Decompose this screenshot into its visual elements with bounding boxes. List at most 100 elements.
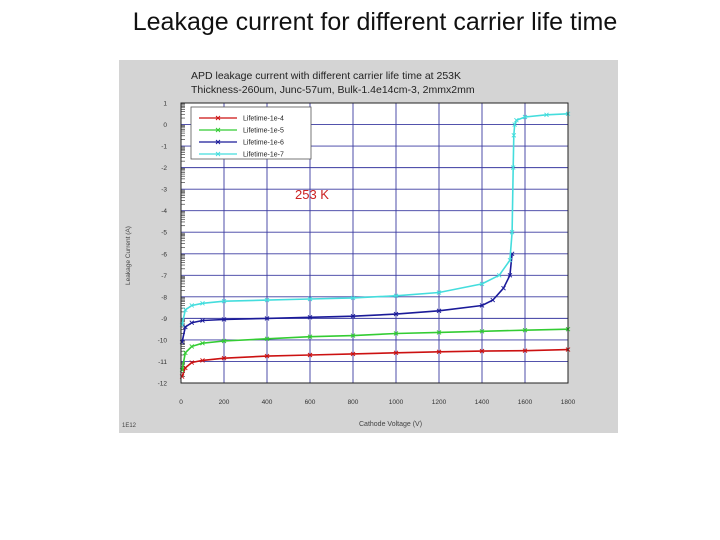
y-tick-label: -5	[161, 230, 167, 237]
data-point	[307, 314, 313, 320]
x-tick-labels: 0 200 400 600 800 1000 1200 1400 1600 1800	[179, 399, 575, 406]
y-tick-label: -7	[161, 273, 167, 280]
x-tick-label: 1000	[389, 399, 404, 406]
data-point	[479, 328, 485, 334]
legend-marker	[215, 127, 221, 133]
chart-panel: 1 0 -1 -2 -3 -4 -5 -6 -7 -8 -9 -10 -11 -12 0 200 400 600…	[119, 60, 618, 433]
x-tick-label: 200	[219, 399, 230, 406]
data-point	[182, 307, 188, 313]
data-point	[182, 350, 188, 356]
data-point	[221, 298, 227, 304]
data-point	[509, 229, 515, 235]
data-point	[507, 257, 513, 263]
data-point	[479, 348, 485, 354]
data-point	[393, 331, 399, 336]
y-tick-label: -4	[161, 208, 167, 215]
legend-label: Lifetime-1e-7	[243, 152, 284, 159]
y-tick-label: -10	[158, 337, 168, 344]
data-point	[264, 316, 270, 321]
data-point	[490, 297, 496, 303]
data-point	[436, 330, 442, 335]
data-point	[522, 114, 528, 120]
y-tick-labels: 1 0 -1 -2 -3 -4 -5 -6 -7 -8 -9 -10 -11 -12	[158, 101, 168, 388]
legend-label: Lifetime-1e-5	[243, 128, 284, 135]
plot-frame	[180, 102, 569, 384]
x-tick-label: 1200	[432, 399, 447, 406]
data-point	[522, 327, 528, 333]
data-point	[436, 308, 442, 314]
data-point	[514, 117, 519, 123]
y-axis-label: Leakage Current (A)	[125, 226, 132, 285]
data-point	[350, 333, 356, 338]
data-point	[307, 352, 313, 358]
legend-label: Lifetime-1e-6	[243, 140, 284, 147]
y-tick-label: -12	[158, 381, 168, 388]
data-point	[182, 365, 188, 371]
y-tick-label: -2	[161, 165, 167, 172]
data-point	[510, 165, 516, 170]
x-tick-label: 1400	[475, 399, 490, 406]
x-tick-label: 1800	[561, 399, 576, 406]
x-tick-label: 600	[305, 399, 316, 406]
legend-label: Lifetime-1e-4	[243, 116, 284, 123]
legend-marker	[215, 115, 221, 121]
legend: Lifetime-1e-4 Lifetime-1e-5 Lifetime-1e-6 L…	[190, 106, 312, 160]
data-point	[264, 336, 270, 342]
data-point	[479, 281, 485, 287]
data-point	[507, 272, 513, 278]
data-point	[511, 132, 517, 138]
data-point	[307, 296, 313, 302]
data-point	[479, 303, 485, 308]
data-point	[200, 300, 205, 306]
data-point	[496, 272, 502, 278]
data-point	[221, 355, 227, 361]
x-tick-label: 1600	[518, 399, 533, 406]
legend-marker	[215, 139, 221, 145]
data-point	[350, 351, 356, 357]
temperature-annotation: 253 K	[295, 187, 329, 202]
x-axis-label: Cathode Voltage (V)	[359, 421, 422, 428]
data-point	[544, 112, 549, 118]
corner-label: 1E12	[122, 423, 137, 429]
data-point	[393, 311, 399, 317]
data-point	[522, 348, 528, 354]
data-point	[221, 338, 227, 344]
data-point	[189, 320, 195, 326]
series-lines	[179, 111, 571, 379]
data-point	[350, 295, 356, 301]
data-point	[307, 334, 313, 340]
data-point	[189, 360, 195, 365]
chart-subtitle: Thickness-260um, Junc-57um, Bulk-1.4e14c…	[191, 84, 475, 96]
data-point	[189, 303, 195, 308]
data-point	[221, 317, 227, 322]
data-point	[189, 344, 195, 349]
data-point	[200, 318, 205, 323]
chart-svg: 1 0 -1 -2 -3 -4 -5 -6 -7 -8 -9 -10 -11 -12 0 200 400 600…	[119, 60, 618, 433]
x-tick-label: 400	[262, 399, 273, 406]
y-tick-label: -3	[161, 187, 167, 194]
x-tick-label: 0	[179, 399, 183, 406]
data-point	[512, 122, 517, 127]
y-tick-label: 0	[163, 122, 167, 129]
data-point	[200, 340, 205, 346]
y-tick-label: 1	[163, 101, 167, 108]
y-tick-label: -8	[161, 294, 167, 301]
data-point	[264, 353, 270, 359]
data-point	[182, 324, 188, 330]
data-point	[350, 313, 356, 319]
data-point	[393, 350, 399, 356]
data-point	[200, 358, 205, 363]
y-tick-label: -11	[158, 359, 167, 366]
y-tick-label: -1	[161, 144, 167, 151]
legend-marker	[215, 151, 221, 157]
y-tick-label: -9	[161, 316, 167, 323]
data-point	[436, 290, 442, 295]
chart-title: APD leakage current with different carri…	[191, 70, 461, 82]
legend-box	[190, 106, 312, 160]
data-point	[501, 285, 506, 291]
data-point	[393, 293, 399, 299]
x-tick-label: 800	[348, 399, 359, 406]
slide-title: Leakage current for different carrier li…	[132, 8, 618, 36]
data-point	[264, 297, 270, 303]
y-tick-label: -6	[161, 251, 167, 258]
